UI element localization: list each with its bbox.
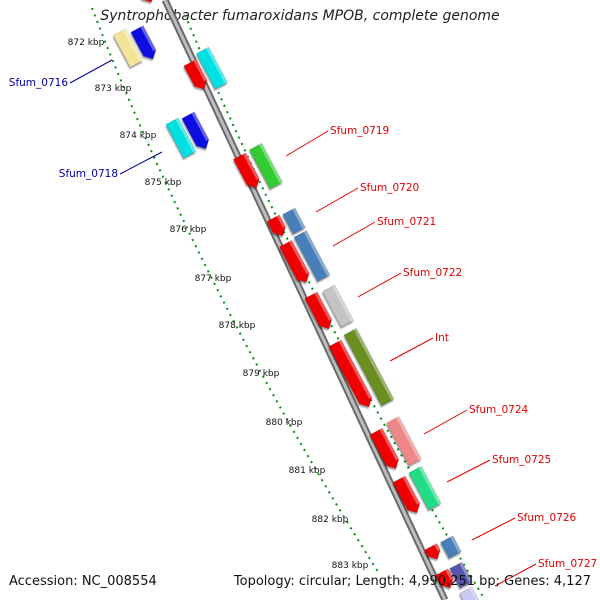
tick-label: 872 kbp — [68, 38, 105, 48]
gene-label[interactable]: Sfum_0722 — [403, 267, 462, 279]
gene-feature[interactable] — [304, 291, 335, 332]
label-leader-line — [389, 337, 434, 362]
gene-feature[interactable] — [369, 427, 402, 472]
label-leader-line — [119, 151, 163, 175]
label-leader-line — [69, 59, 113, 84]
gene-feature[interactable] — [249, 142, 283, 190]
tick-label: 878 kbp — [219, 321, 256, 331]
gene-feature[interactable] — [343, 327, 395, 407]
genome-backbone — [161, 0, 449, 600]
gene-feature[interactable] — [293, 230, 331, 282]
track-guides — [91, 7, 486, 600]
gene-feature[interactable] — [435, 568, 457, 591]
gene-label[interactable]: Sfum_0716 — [9, 77, 69, 89]
gene-feature[interactable] — [181, 111, 212, 152]
gene-feature[interactable] — [279, 239, 312, 285]
tick-marks: 872 kbp 873 kbp 874 kbp 875 kbp 876 kbp 877 k… — [68, 38, 369, 571]
gene-feature[interactable] — [232, 152, 262, 191]
gene-feature[interactable] — [112, 28, 144, 68]
genome-summary-text: Topology: circular; Length: 4,990,251 bp… — [233, 574, 591, 589]
tick-label: 879 kbp — [243, 369, 280, 379]
label-leader-line — [423, 409, 468, 435]
tick-label: 877 kbp — [195, 274, 232, 284]
gene-label[interactable]: Int — [435, 332, 449, 344]
genes — [112, 0, 481, 600]
label-leader-line — [332, 221, 376, 247]
gene-label[interactable]: Sfum_0720 — [360, 182, 419, 194]
gene-feature[interactable] — [386, 416, 422, 466]
gene-feature[interactable] — [424, 543, 444, 563]
gene-label[interactable]: Sfum_0725 — [492, 454, 551, 466]
gene-label[interactable]: Sfum_0721 — [377, 216, 436, 228]
label-leader-line — [446, 459, 491, 483]
gene-feature[interactable] — [183, 59, 210, 92]
gene-feature[interactable] — [449, 561, 473, 589]
gene-label[interactable]: Sfum_0718 — [59, 168, 118, 180]
gene-feature[interactable] — [165, 117, 197, 159]
gene-feature[interactable] — [196, 46, 228, 90]
gene-feature[interactable] — [440, 535, 462, 559]
gene-label[interactable]: Sfum_0724 — [469, 404, 529, 416]
label-leader-line — [471, 517, 516, 541]
gene-feature[interactable] — [266, 214, 289, 239]
gene-feature[interactable] — [282, 207, 306, 235]
tick-label: 883 kbp — [332, 561, 369, 571]
gene-feature[interactable] — [130, 25, 159, 63]
tick-label: 873 kbp — [95, 84, 132, 94]
label-leader-line — [494, 563, 537, 587]
gene-label[interactable]: Sfum_0727 — [538, 558, 597, 570]
gene-feature[interactable] — [392, 475, 423, 516]
gene-feature[interactable] — [138, 0, 158, 5]
label-leader-line — [357, 272, 402, 298]
gene-labels: Sfum_0716 Sfum_0718 Sfum_0719 Sfum_0720 Sfum… — [9, 59, 597, 587]
tick-label: 874 kbp — [120, 131, 157, 141]
accession-text: Accession: NC_008554 — [9, 574, 157, 589]
gene-feature[interactable] — [408, 465, 442, 511]
map-title: Syntrophobacter fumaroxidans MPOB, compl… — [100, 8, 500, 24]
tick-label: 881 kbp — [289, 466, 326, 476]
tick-label: 882 kbp — [312, 515, 349, 525]
tick-label: 880 kbp — [266, 418, 303, 428]
gene-label[interactable]: Sfum_0726 — [517, 512, 577, 524]
gene-feature[interactable] — [322, 284, 354, 328]
gene-feature[interactable] — [328, 339, 375, 410]
tick-label: 876 kbp — [170, 225, 207, 235]
label-leader-line — [285, 130, 329, 157]
gene-label[interactable]: Sfum_0719 — [330, 125, 389, 137]
tick-label: 875 kbp — [145, 178, 182, 188]
label-leader-line — [315, 187, 359, 213]
